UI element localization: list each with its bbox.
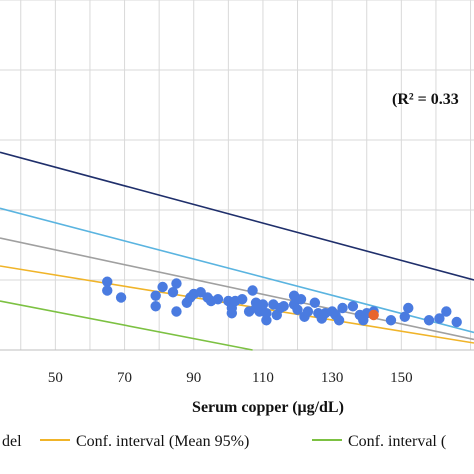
line-1 [0, 207, 474, 334]
x-tick-label: 70 [117, 370, 132, 386]
data-point [226, 308, 238, 319]
r-squared-annotation: (R² = 0.33 [392, 91, 459, 108]
data-point [337, 302, 348, 314]
data-point [333, 315, 345, 326]
data-point [423, 315, 435, 326]
data-point [261, 308, 272, 319]
data-point [278, 301, 289, 312]
x-tick-label: 110 [252, 370, 274, 386]
data-point [399, 311, 411, 322]
x-tick-label: 130 [321, 370, 344, 386]
data-point [247, 285, 258, 296]
data-point [295, 294, 307, 305]
data-point [292, 304, 303, 315]
line-2 [0, 237, 474, 341]
data-point [171, 306, 182, 317]
x-tick-label: 90 [186, 370, 201, 386]
line-4 [0, 300, 253, 351]
x-tick-label: 50 [48, 370, 63, 386]
legend-label-conf: Conf. interval ( [348, 433, 446, 450]
data-point [434, 313, 445, 324]
highlighted-point [368, 309, 379, 321]
data-point [257, 299, 269, 310]
legend: del Conf. interval (Mean 95%) Conf. inte… [2, 433, 446, 450]
data-point [385, 315, 397, 326]
data-point [236, 294, 248, 305]
data-point [451, 316, 462, 328]
gridlines [0, 0, 474, 351]
data-point [102, 276, 113, 287]
data-point [157, 281, 168, 293]
data-point [167, 287, 179, 298]
x-axis-title: Serum copper (μg/dL) [192, 399, 344, 416]
legend-label-model: del [2, 433, 22, 450]
x-tick-labels: 50 70 90 110 130 150 [48, 370, 413, 386]
data-points [102, 276, 462, 328]
legend-label-conf-mean: Conf. interval (Mean 95%) [76, 433, 249, 450]
data-point [150, 290, 161, 301]
data-point [302, 306, 314, 317]
data-point [171, 278, 182, 289]
data-point [403, 302, 414, 314]
data-point [441, 306, 452, 317]
data-point [115, 292, 127, 303]
data-point [347, 301, 359, 312]
x-tick-label: 150 [390, 370, 413, 386]
data-point [150, 301, 161, 312]
line-0 [0, 151, 474, 281]
data-point [309, 297, 321, 308]
data-point [102, 285, 113, 296]
data-point [212, 294, 224, 305]
